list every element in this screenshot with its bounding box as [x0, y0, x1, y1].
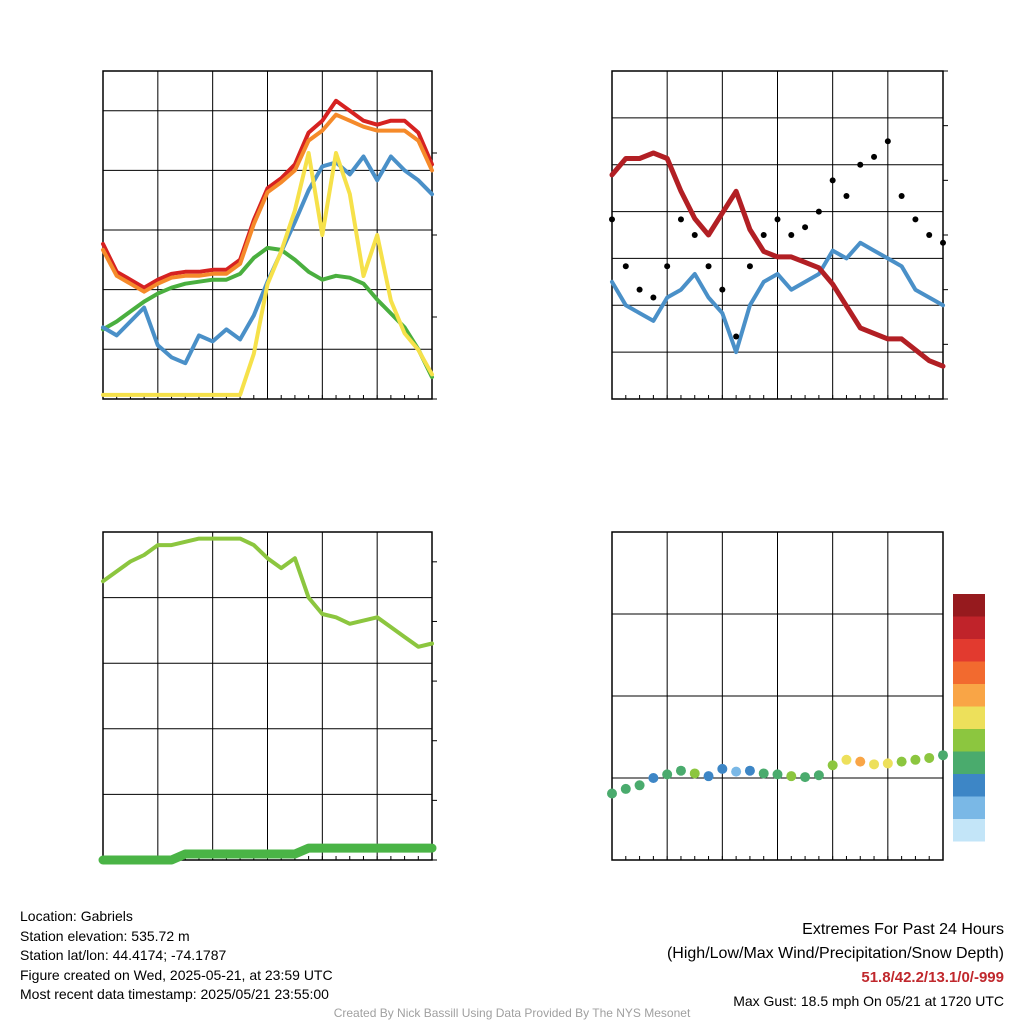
direction-point	[882, 758, 893, 769]
direction-point	[813, 770, 824, 781]
panel-3	[98, 531, 437, 865]
gust-point	[650, 294, 657, 301]
direction-point	[924, 752, 935, 763]
direction-point	[662, 769, 673, 780]
legend-swatch	[953, 729, 985, 752]
direction-point	[772, 769, 783, 780]
series-line	[101, 112, 434, 294]
series-line	[101, 151, 434, 397]
direction-point	[855, 756, 866, 767]
station-latlon: Station lat/lon: 44.4174; -74.1787	[20, 947, 227, 963]
gust-point	[912, 216, 919, 223]
credit-line: Created By Nick Bassill Using Data Provi…	[333, 1006, 691, 1020]
direction-point	[703, 771, 714, 782]
series-line	[609, 150, 946, 369]
legend-swatch	[953, 684, 985, 707]
legend-swatch	[953, 639, 985, 662]
legend-swatch	[953, 751, 985, 774]
gust-point	[815, 208, 822, 215]
gust-point	[884, 138, 891, 145]
direction-point	[869, 759, 880, 770]
direction-point	[758, 768, 769, 779]
legend-swatch	[953, 616, 985, 639]
legend-swatch	[953, 661, 985, 684]
station-elevation: Station elevation: 535.72 m	[20, 927, 190, 944]
gust-point	[622, 263, 629, 270]
gust-point	[733, 333, 740, 340]
recent-timestamp: Most recent data timestamp: 2025/05/21 2…	[20, 986, 329, 1002]
gust-point	[788, 232, 795, 238]
direction-point	[675, 765, 686, 776]
gust-point	[774, 216, 781, 223]
panel-1	[101, 70, 437, 400]
gust-point	[802, 224, 809, 231]
panel-4	[607, 531, 985, 861]
gust-point	[926, 232, 933, 238]
direction-point	[731, 766, 742, 777]
direction-point	[648, 773, 659, 783]
extremes-values: 51.8/42.2/13.1/0/-999	[861, 969, 1004, 986]
legend-swatch	[953, 594, 985, 617]
gust-point	[636, 286, 643, 293]
direction-point	[786, 771, 797, 782]
direction-point	[607, 788, 617, 799]
panel-2	[609, 70, 948, 400]
gust-point	[664, 263, 671, 270]
series-line	[610, 240, 945, 355]
extremes-title: Extremes For Past 24 Hours	[802, 921, 1004, 938]
legend-swatch	[953, 819, 985, 842]
direction-point	[634, 780, 645, 791]
direction-point	[910, 754, 921, 765]
direction-point	[620, 783, 631, 794]
direction-point	[744, 765, 755, 776]
series-line	[98, 843, 437, 865]
direction-point	[841, 754, 852, 765]
gust-point	[898, 192, 905, 199]
series-line	[101, 245, 434, 380]
legend-swatch	[953, 706, 985, 729]
gust-point	[609, 216, 615, 223]
legend-swatch	[953, 796, 985, 819]
extremes-summary: Extremes For Past 24 Hours (High/Low/Max…	[667, 918, 1004, 1012]
station-location: Location: Gabriels	[20, 908, 133, 924]
gust-point	[705, 263, 712, 270]
direction-point	[827, 760, 838, 771]
station-info: Location: Gabriels Station elevation: 53…	[20, 907, 333, 1005]
direction-point	[717, 763, 728, 774]
direction-point	[896, 756, 907, 767]
series-line	[101, 98, 434, 290]
series-line	[101, 536, 434, 649]
legend-swatch	[953, 774, 985, 797]
gust-point	[940, 239, 946, 246]
extremes-subtitle: (High/Low/Max Wind/Precipitation/Snow De…	[666, 945, 1004, 962]
direction-point	[800, 772, 811, 783]
gust-point	[871, 153, 878, 160]
max-gust: Max Gust: 18.5 mph On 05/21 at 1720 UTC	[733, 993, 1004, 1009]
gust-point	[677, 216, 684, 223]
direction-point	[938, 750, 948, 761]
gust-point	[829, 177, 836, 184]
gust-point	[857, 161, 864, 168]
gust-point	[760, 232, 767, 238]
gust-point	[746, 263, 753, 270]
figure-created: Figure created on Wed, 2025-05-21, at 23…	[20, 966, 333, 983]
gust-point	[691, 232, 698, 238]
gust-point	[843, 192, 850, 199]
direction-point	[689, 768, 700, 779]
gust-point	[719, 286, 726, 293]
